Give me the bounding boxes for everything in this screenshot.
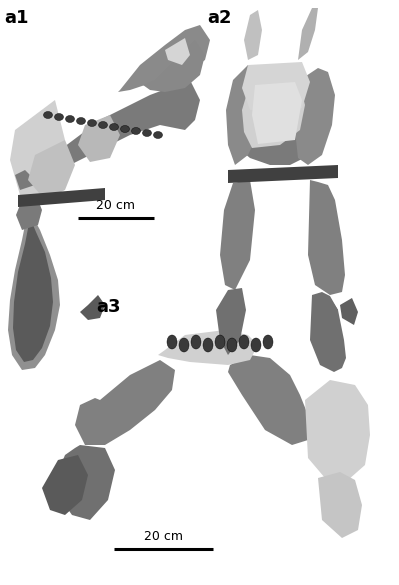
Ellipse shape: [154, 132, 162, 139]
Ellipse shape: [239, 335, 249, 349]
Ellipse shape: [251, 338, 261, 352]
Polygon shape: [228, 165, 338, 183]
Polygon shape: [244, 10, 262, 60]
Polygon shape: [158, 330, 258, 365]
Ellipse shape: [109, 123, 119, 130]
Ellipse shape: [99, 122, 107, 129]
Polygon shape: [220, 180, 255, 290]
Ellipse shape: [167, 335, 177, 349]
Ellipse shape: [227, 338, 237, 352]
Polygon shape: [10, 100, 65, 200]
Polygon shape: [295, 68, 335, 165]
Polygon shape: [228, 355, 310, 445]
Ellipse shape: [65, 115, 75, 122]
Polygon shape: [340, 298, 358, 325]
Polygon shape: [308, 180, 345, 295]
Polygon shape: [318, 298, 338, 322]
Polygon shape: [216, 288, 246, 355]
Ellipse shape: [263, 335, 273, 349]
Ellipse shape: [142, 129, 152, 136]
Ellipse shape: [191, 335, 201, 349]
Polygon shape: [298, 8, 318, 60]
Polygon shape: [28, 140, 75, 200]
Polygon shape: [143, 40, 205, 92]
Text: 20 cm: 20 cm: [96, 199, 135, 212]
Polygon shape: [165, 38, 190, 65]
Polygon shape: [8, 210, 60, 370]
Polygon shape: [226, 65, 268, 165]
Polygon shape: [13, 218, 53, 362]
Polygon shape: [15, 80, 200, 190]
Ellipse shape: [215, 335, 225, 349]
Polygon shape: [75, 360, 175, 445]
Ellipse shape: [43, 112, 53, 119]
Text: a1: a1: [4, 9, 28, 27]
Text: a2: a2: [207, 9, 232, 27]
Polygon shape: [18, 188, 105, 207]
Ellipse shape: [132, 128, 140, 135]
Polygon shape: [252, 82, 302, 144]
Polygon shape: [242, 80, 305, 148]
Ellipse shape: [55, 113, 63, 121]
Ellipse shape: [120, 126, 130, 132]
Ellipse shape: [179, 338, 189, 352]
Polygon shape: [305, 380, 370, 480]
Polygon shape: [235, 110, 315, 165]
Ellipse shape: [77, 118, 85, 125]
Polygon shape: [16, 200, 42, 230]
Polygon shape: [310, 292, 346, 372]
Polygon shape: [78, 115, 120, 162]
Ellipse shape: [203, 338, 213, 352]
Text: a3: a3: [96, 298, 120, 316]
Polygon shape: [242, 62, 310, 110]
Polygon shape: [58, 445, 115, 520]
Text: 20 cm: 20 cm: [144, 530, 183, 543]
Polygon shape: [80, 295, 105, 320]
Polygon shape: [118, 25, 210, 92]
Polygon shape: [42, 455, 88, 515]
Ellipse shape: [87, 119, 97, 126]
Polygon shape: [318, 472, 362, 538]
